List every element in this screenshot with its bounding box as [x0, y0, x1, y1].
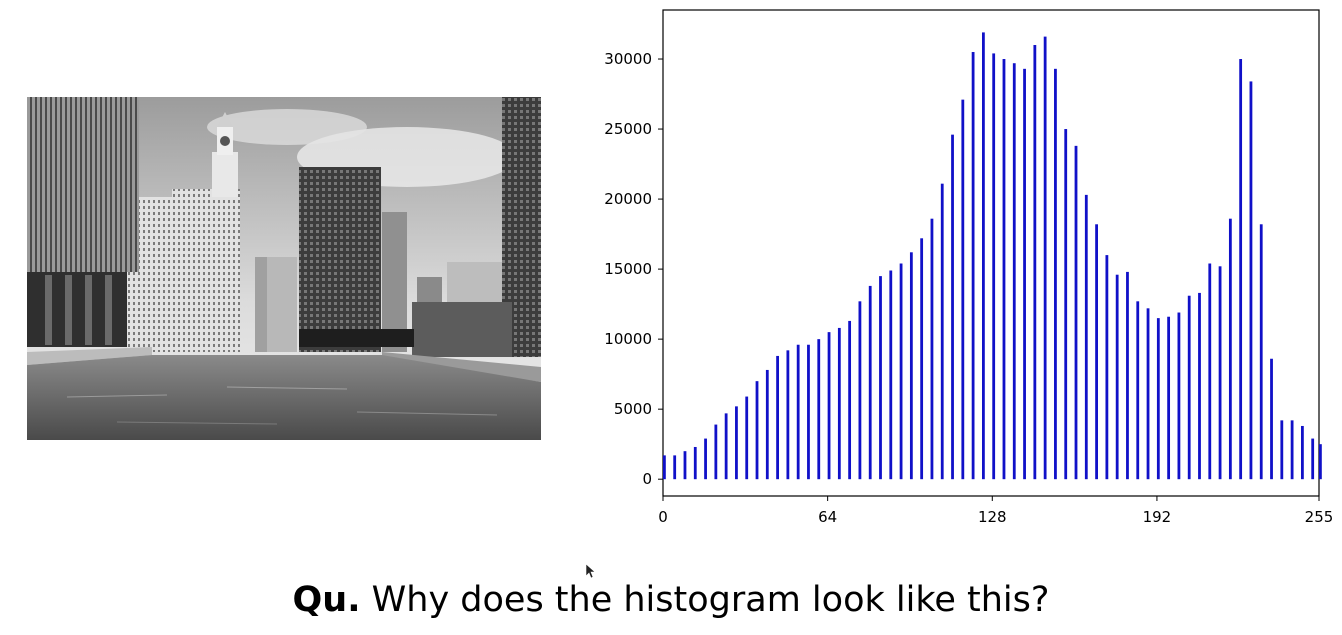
- histogram-bar: [1259, 224, 1263, 480]
- x-tick-label: 128: [978, 508, 1007, 526]
- y-tick-label: 5000: [614, 400, 652, 418]
- histogram-bar: [1208, 263, 1212, 480]
- histogram-bar: [1280, 420, 1284, 480]
- histogram-bar: [1146, 308, 1150, 480]
- histogram-bar: [1023, 68, 1026, 480]
- question-text: Why does the histogram look like this?: [371, 580, 1050, 620]
- histogram-bar: [1095, 224, 1098, 480]
- histogram-bar: [724, 413, 728, 480]
- histogram-bar: [1115, 274, 1119, 480]
- x-tick-label: 0: [658, 508, 668, 526]
- y-tick-label: 20000: [604, 190, 652, 208]
- histogram-bar: [1228, 218, 1232, 480]
- histogram-bar: [848, 320, 852, 480]
- histogram-bar: [1218, 266, 1222, 480]
- histogram-bar: [745, 396, 749, 480]
- histogram-chart: 0 5000 10000 15000 20000 25000 30000 0 64 128 192…: [604, 9, 1333, 526]
- histogram-bar: [1043, 36, 1047, 480]
- histogram-bar: [1270, 358, 1273, 480]
- histogram-bar: [817, 339, 821, 480]
- x-axis: 0 64 128 192 255: [658, 496, 1333, 526]
- histogram-bar: [992, 53, 996, 480]
- histogram-bar: [858, 301, 862, 480]
- y-tick-label: 25000: [604, 120, 652, 138]
- histogram-bar: [1156, 318, 1160, 480]
- histogram-bar: [1074, 145, 1078, 480]
- mouse-cursor-icon: [586, 564, 596, 579]
- histogram-bar: [755, 381, 759, 480]
- histogram-bar: [1084, 194, 1088, 480]
- histogram-bar: [889, 270, 893, 480]
- histogram-bar: [693, 446, 697, 480]
- histogram-bar: [940, 183, 944, 480]
- question-caption: Qu. Why does the histogram look like thi…: [0, 580, 1342, 620]
- x-tick-label: 255: [1305, 508, 1334, 526]
- histogram-bar: [1064, 129, 1068, 480]
- histogram-bar: [879, 276, 882, 480]
- histogram-bar: [920, 238, 924, 480]
- cityscape-photo: [27, 97, 541, 440]
- histogram-bar: [663, 455, 666, 480]
- y-axis: 0 5000 10000 15000 20000 25000 30000: [604, 50, 663, 488]
- bar-group: [663, 32, 1322, 480]
- histogram-bar: [868, 285, 872, 480]
- histogram-bar: [1177, 312, 1181, 480]
- histogram-bar: [951, 134, 954, 480]
- histogram-bar: [796, 344, 800, 480]
- histogram-bar: [786, 350, 790, 480]
- histogram-bar: [1105, 255, 1109, 480]
- histogram-bar: [735, 406, 738, 480]
- histogram-bar: [673, 455, 677, 480]
- histogram-bar: [1239, 59, 1243, 480]
- histogram-bar: [1311, 438, 1315, 480]
- histogram-bar: [1187, 295, 1191, 480]
- histogram-bar: [1033, 45, 1037, 480]
- histogram-bar: [704, 438, 707, 480]
- histogram-bar: [1198, 292, 1201, 480]
- histogram-bar: [1054, 68, 1057, 480]
- histogram-bar: [971, 52, 975, 480]
- y-tick-label: 30000: [604, 50, 652, 68]
- histogram-bar: [1126, 271, 1129, 480]
- histogram-bar: [1300, 425, 1304, 480]
- histogram-bar: [714, 424, 718, 480]
- histogram-bar: [961, 99, 965, 480]
- histogram-bar: [909, 252, 913, 480]
- histogram-bar: [807, 344, 810, 480]
- question-label: Qu.: [292, 580, 361, 620]
- histogram-bar: [765, 369, 769, 480]
- histogram-bar: [1290, 420, 1294, 480]
- histogram-bar: [981, 32, 985, 480]
- histogram-bar: [1167, 316, 1171, 480]
- histogram-bar: [837, 327, 841, 480]
- histogram-bar: [1136, 301, 1140, 480]
- histogram-bar: [899, 263, 903, 480]
- x-tick-label: 192: [1143, 508, 1172, 526]
- histogram-bar: [1249, 81, 1253, 480]
- histogram-bar: [1002, 59, 1006, 480]
- histogram-bar: [1319, 444, 1322, 480]
- y-tick-label: 0: [642, 470, 652, 488]
- histogram-bar: [930, 218, 934, 480]
- y-tick-label: 15000: [604, 260, 652, 278]
- histogram-bar: [1012, 63, 1016, 480]
- histogram-bar: [827, 332, 831, 480]
- y-tick-label: 10000: [604, 330, 652, 348]
- histogram-bar: [776, 355, 779, 480]
- histogram-bar: [683, 451, 687, 480]
- x-tick-label: 64: [818, 508, 837, 526]
